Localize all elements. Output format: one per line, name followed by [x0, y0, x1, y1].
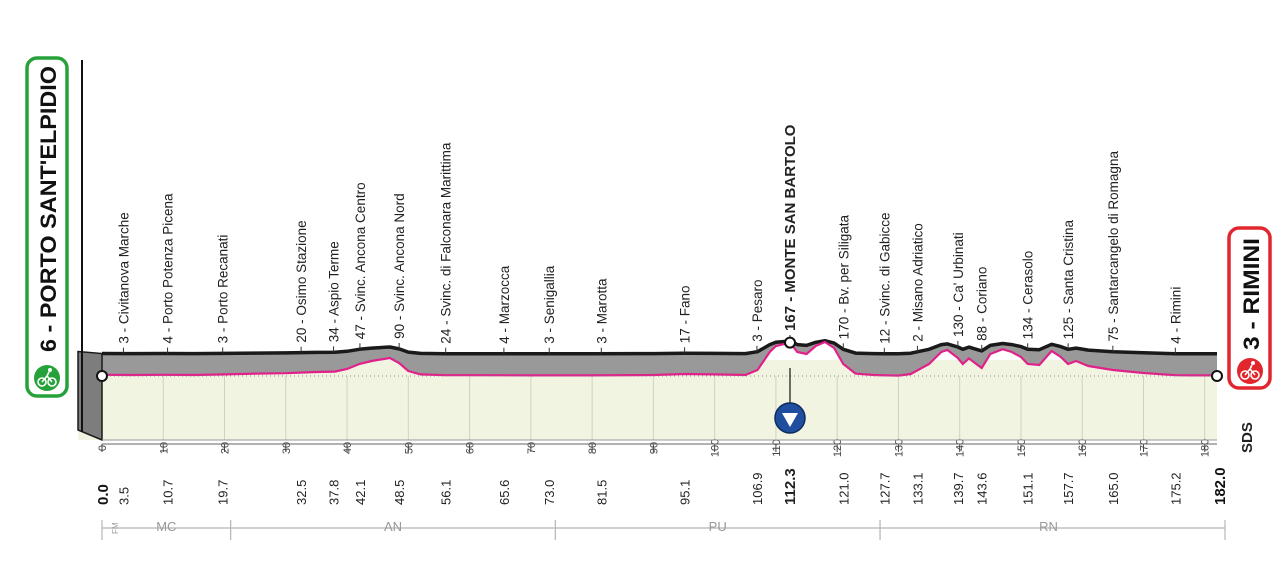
x-tick-label: 170	[1138, 439, 1150, 457]
waypoint-km-label: 112.3	[782, 468, 799, 505]
waypoint-label: 4 - Marzocca	[497, 265, 512, 344]
waypoint-label: 4 - Rimini	[1168, 287, 1183, 344]
waypoint-label: 34 - Aspio Terme	[327, 241, 342, 342]
waypoint-label: 12 - Svinc. di Gabicce	[877, 212, 892, 343]
waypoint-label: 3 - Porto Recanati	[216, 235, 231, 344]
finish-km-label: 182.0	[1212, 467, 1229, 505]
x-tick-label: 70	[526, 442, 538, 454]
x-tick-label: 150	[1016, 439, 1028, 457]
start-point	[96, 370, 108, 382]
waypoint-label: 17 - Fano	[678, 285, 693, 343]
waypoints: 3 - Civitanova Marche 3.5 4 - Porto Potenz…	[116, 124, 1183, 505]
x-tick-label: 180	[1200, 439, 1212, 457]
waypoint-km-label: 175.2	[1168, 472, 1183, 505]
waypoint-label: 90 - Svinc. Ancona Nord	[392, 193, 407, 339]
x-tick-label: 130	[893, 439, 905, 457]
x-tick-label: 20	[220, 442, 232, 454]
x-tick-label: 50	[403, 442, 415, 454]
road-line	[101, 340, 1217, 377]
waypoint-label: 3 - Civitanova Marche	[116, 212, 131, 343]
brand-logo-text: SDS	[1239, 422, 1256, 453]
waypoint-label: 130 - Ca' Urbinati	[951, 232, 966, 337]
waypoint-label: 3 - Senigallia	[542, 265, 557, 344]
region-label: MC	[156, 519, 176, 534]
km-axis: 0 10 20 30 40 50 60 70 80 90 100 110 120 130 140 150 160…	[95, 439, 1229, 505]
waypoint-km-label: 143.6	[975, 472, 990, 505]
start-badge-frame	[25, 56, 69, 398]
x-tick-label: 0	[97, 445, 109, 451]
region-label: PU	[709, 519, 727, 534]
x-tick-label: 100	[710, 439, 722, 457]
x-tick-label: 30	[281, 442, 293, 454]
x-tick-label: 40	[342, 442, 354, 454]
waypoint-label: 4 - Porto Potenza Picena	[161, 193, 176, 344]
x-tick-label: 110	[771, 439, 783, 457]
x-tick-label: 60	[465, 442, 477, 454]
finish-point	[1211, 370, 1223, 382]
waypoint-label: 88 - Coriano	[975, 267, 990, 341]
waypoint-label: 170 - Bv. per Siligata	[836, 215, 851, 340]
x-tick-label: 80	[587, 442, 599, 454]
start-badge: 6 - PORTO SANT'ELPIDIO	[25, 56, 69, 398]
start-km-label: 0.0	[95, 484, 112, 505]
waypoint-km-label: 106.9	[750, 472, 765, 505]
region-label: RN	[1039, 519, 1058, 534]
x-tick-label: 90	[648, 442, 660, 454]
waypoint-km-label: 37.8	[327, 480, 342, 505]
waypoint-km-label: 139.7	[951, 472, 966, 505]
waypoint-km-label: 48.5	[392, 480, 407, 505]
region-bar: MC AN PU RN FM	[101, 519, 1226, 540]
waypoint-km-label: 42.1	[353, 480, 368, 505]
climb-marker-icon	[774, 402, 806, 434]
elevation-profile-edge	[101, 338, 1217, 356]
finish-badge: 3 - RIMINI	[1227, 226, 1272, 390]
region-label-fm: FM	[111, 522, 120, 534]
waypoint-km-label: 19.7	[216, 480, 231, 505]
waypoint-label: 3 - Marotta	[594, 278, 609, 344]
waypoint-km-label: 151.1	[1021, 472, 1036, 505]
waypoint-km-label: 32.5	[294, 480, 309, 505]
elevation-profile	[102, 340, 1217, 376]
x-tick-label: 140	[955, 439, 967, 457]
waypoint-label: 2 - Misano Adriatico	[910, 223, 925, 342]
finish-badge-frame	[1227, 226, 1272, 390]
waypoint-label: 24 - Svinc. di Falconara Marittima	[439, 142, 454, 344]
x-tick-label: 10	[158, 442, 170, 454]
waypoint-km-label: 95.1	[678, 480, 693, 505]
waypoint-km-label: 157.7	[1061, 472, 1076, 505]
waypoint-km-label: 3.5	[116, 487, 131, 505]
waypoint-km-label: 65.6	[497, 480, 512, 505]
x-tick-label: 120	[832, 439, 844, 457]
waypoint-km-label: 165.0	[1106, 472, 1121, 505]
waypoint-label: 20 - Osimo Stazione	[294, 220, 309, 342]
waypoint-km-label: 10.7	[161, 480, 176, 505]
cyclist-icon	[1237, 358, 1263, 384]
waypoint-km-label: 81.5	[594, 480, 609, 505]
waypoint-label: 167 - MONTE SAN BARTOLO	[782, 124, 799, 331]
region-label: AN	[384, 519, 402, 534]
waypoint-label: 125 - Santa Cristina	[1061, 220, 1076, 340]
waypoint-label: 47 - Svinc. Ancona Centro	[353, 182, 368, 339]
waypoint-km-label: 121.0	[836, 472, 851, 505]
waypoint-label: 134 - Cerasolo	[1021, 251, 1036, 340]
x-tick-label: 160	[1077, 439, 1089, 457]
waypoint-km-label: 127.7	[877, 472, 892, 505]
waypoint-label: 3 - Pesaro	[750, 279, 765, 341]
waypoint-label: 75 - Santarcangelo di Romagna	[1106, 151, 1121, 342]
km-gridlines	[162, 376, 1206, 440]
waypoint-km-label: 73.0	[542, 480, 557, 505]
start-town-label: 6 - PORTO SANT'ELPIDIO	[36, 66, 61, 352]
finish-town-label: 3 - RIMINI	[1239, 238, 1264, 350]
cyclist-icon	[34, 365, 60, 391]
climb-summit-point	[783, 336, 796, 349]
waypoint-km-label: 133.1	[910, 472, 925, 505]
waypoint-km-label: 56.1	[439, 480, 454, 505]
